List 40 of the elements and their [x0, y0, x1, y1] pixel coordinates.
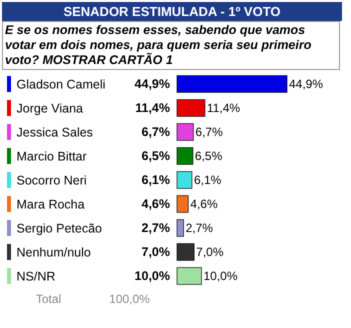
- text: 11,4%: [206, 101, 240, 115]
- text: Total: [36, 292, 62, 306]
- y-tick-label: Nenhum/nulo: [16, 246, 91, 260]
- text: 4,6%: [190, 197, 218, 211]
- data-label: 6,7%: [142, 125, 170, 139]
- y-tick-label: Jessica Sales: [16, 126, 93, 140]
- data-label: 6,5%: [142, 149, 170, 163]
- bar: [176, 267, 202, 285]
- y-tick-label: Jorge Viana: [16, 102, 84, 116]
- y-tick-label: Mara Rocha: [16, 198, 85, 212]
- text: 100,0%: [109, 292, 150, 306]
- y-tick-label: Socorro Neri: [16, 174, 87, 188]
- y-tick-label: Marcio Bittar: [16, 150, 87, 164]
- data-label: 6,1%: [142, 173, 170, 187]
- data-label: 7,0%: [142, 245, 170, 259]
- text: 10,0%: [204, 269, 238, 283]
- chart-title: SENADOR ESTIMULADA - 1º VOTO: [2, 2, 342, 21]
- bar: [176, 75, 288, 93]
- text: 6,1%: [194, 173, 222, 187]
- chart-subtitle: E se os nomes fossem esses, sabendo que vamos votar em dois nomes, para quem seria seu primeiro voto? MOSTRAR CARTÃO 1: [2, 21, 340, 70]
- data-label: 10,0%: [134, 269, 170, 283]
- data-label: 4,6%: [142, 197, 170, 211]
- text: 7,0%: [196, 245, 224, 259]
- data-label: 2,7%: [142, 221, 170, 235]
- text: 6,5%: [194, 149, 222, 163]
- y-tick-label: NS/NR: [16, 270, 56, 284]
- text: 2,7%: [186, 221, 213, 235]
- bar: [176, 195, 189, 213]
- bar: [176, 123, 194, 141]
- bar: [176, 99, 206, 117]
- bar: [176, 171, 192, 189]
- data-label: 44,9%: [134, 77, 170, 91]
- y-tick-label: Sergio Petecão: [16, 222, 102, 236]
- text: 6,7%: [195, 125, 223, 139]
- bar: [176, 243, 194, 261]
- y-tick-label: Gladson Cameli: [16, 78, 106, 92]
- bar: [176, 219, 184, 237]
- data-label: 11,4%: [135, 101, 170, 115]
- bar: [176, 147, 194, 165]
- text: 44,9%: [289, 77, 324, 91]
